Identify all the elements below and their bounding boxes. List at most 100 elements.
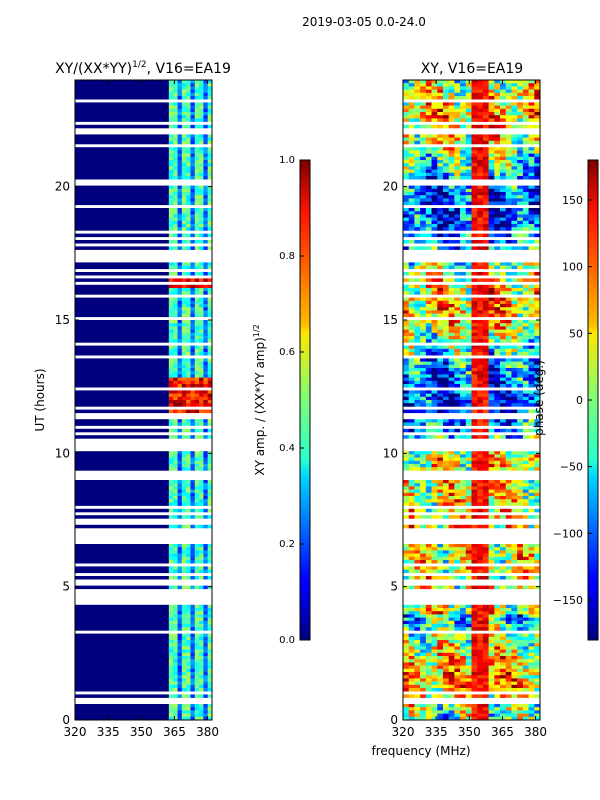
phase-cell xyxy=(431,435,438,439)
amp-cell xyxy=(181,636,187,641)
amp-cell xyxy=(190,198,196,202)
phase-cell xyxy=(465,515,472,519)
phase-cell xyxy=(448,329,455,334)
amp-cell xyxy=(207,636,213,641)
amp-cell xyxy=(207,457,213,462)
phase-cell xyxy=(534,105,541,110)
amp-cell xyxy=(207,422,213,426)
amp-cell xyxy=(194,291,200,295)
phase-cell xyxy=(465,675,472,679)
phase-cell xyxy=(403,489,410,494)
phase-cell xyxy=(488,224,495,228)
phase-cell xyxy=(442,486,449,490)
phase-cell xyxy=(517,214,524,218)
amp-cell xyxy=(75,524,169,529)
phase-cell xyxy=(431,118,438,122)
amp-cell xyxy=(186,620,191,625)
phase-cell xyxy=(414,345,421,350)
phase-cell xyxy=(431,553,438,558)
phase-cell xyxy=(471,323,478,327)
phase-cell xyxy=(414,486,421,490)
phase-cell xyxy=(403,284,410,289)
amp-cell xyxy=(168,467,174,471)
amp-cell xyxy=(177,345,183,350)
phase-cell xyxy=(517,620,524,625)
phase-cell xyxy=(482,208,489,212)
phase-cell xyxy=(517,396,524,401)
phase-cell xyxy=(505,195,512,199)
phase-cell xyxy=(420,307,427,311)
phase-cell xyxy=(431,220,438,225)
amp-cell xyxy=(181,105,187,110)
phase-cell xyxy=(505,339,512,343)
phase-cell xyxy=(511,134,518,138)
amp-cell xyxy=(194,611,200,615)
amp-cell xyxy=(173,156,178,161)
amp-cell xyxy=(190,489,196,494)
phase-cell xyxy=(522,188,529,193)
amp-cell xyxy=(194,604,200,609)
amp-cell xyxy=(207,409,213,414)
phase-cell xyxy=(442,508,449,513)
phase-cell xyxy=(454,112,461,116)
amp-cell xyxy=(181,486,187,490)
phase-cell xyxy=(477,492,484,497)
amp-cell xyxy=(194,265,200,270)
phase-cell xyxy=(414,467,421,471)
amp-cell xyxy=(177,508,183,513)
phase-cell xyxy=(431,211,438,215)
phase-cell xyxy=(442,300,449,305)
phase-cell xyxy=(505,668,512,673)
amp-cell xyxy=(194,208,200,212)
phase-cell xyxy=(414,211,421,215)
phase-cell xyxy=(414,457,421,462)
phase-cell xyxy=(425,118,432,122)
phase-cell xyxy=(511,393,518,398)
phase-cell xyxy=(534,83,541,87)
phase-cell xyxy=(488,566,495,570)
phase-cell xyxy=(442,166,449,170)
amp-cell xyxy=(177,272,183,276)
amp-cell xyxy=(173,115,178,119)
phase-cell xyxy=(420,665,427,670)
amp-cell xyxy=(186,486,191,490)
phase-cell xyxy=(454,96,461,100)
phase-cell xyxy=(511,454,518,458)
amp-cell xyxy=(207,246,213,250)
amp-cell xyxy=(203,169,208,174)
amp-cell xyxy=(186,550,191,554)
phase-cell xyxy=(522,400,529,404)
amp-cell xyxy=(203,300,208,305)
phase-cell xyxy=(442,92,449,97)
phase-cell xyxy=(494,694,501,698)
phase-cell xyxy=(522,214,529,218)
phase-cell xyxy=(414,300,421,305)
phase-cell xyxy=(494,96,501,100)
amp-cell xyxy=(177,83,183,87)
phase-cell xyxy=(511,224,518,228)
phase-cell xyxy=(442,265,449,270)
amp-cell xyxy=(203,524,208,529)
phase-cell xyxy=(425,188,432,193)
amp-cell xyxy=(203,307,208,311)
phase-cell xyxy=(442,304,449,308)
phase-cell xyxy=(477,508,484,513)
amp-cell xyxy=(75,454,169,458)
phase-cell xyxy=(488,480,495,484)
phase-cell xyxy=(465,211,472,215)
phase-cell xyxy=(488,428,495,433)
amp-cell xyxy=(194,467,200,471)
phase-cell xyxy=(420,320,427,324)
amp-cell xyxy=(190,80,196,84)
phase-cell xyxy=(431,115,438,119)
phase-cell xyxy=(403,371,410,375)
phase-cell xyxy=(482,364,489,369)
amp-cell xyxy=(173,409,178,414)
amp-cell xyxy=(181,384,187,388)
phase-cell xyxy=(511,384,518,388)
phase-cell xyxy=(482,393,489,398)
amp-cell xyxy=(194,620,200,625)
phase-cell xyxy=(522,272,529,276)
amp-cell xyxy=(173,707,178,711)
phase-cell xyxy=(465,483,472,487)
